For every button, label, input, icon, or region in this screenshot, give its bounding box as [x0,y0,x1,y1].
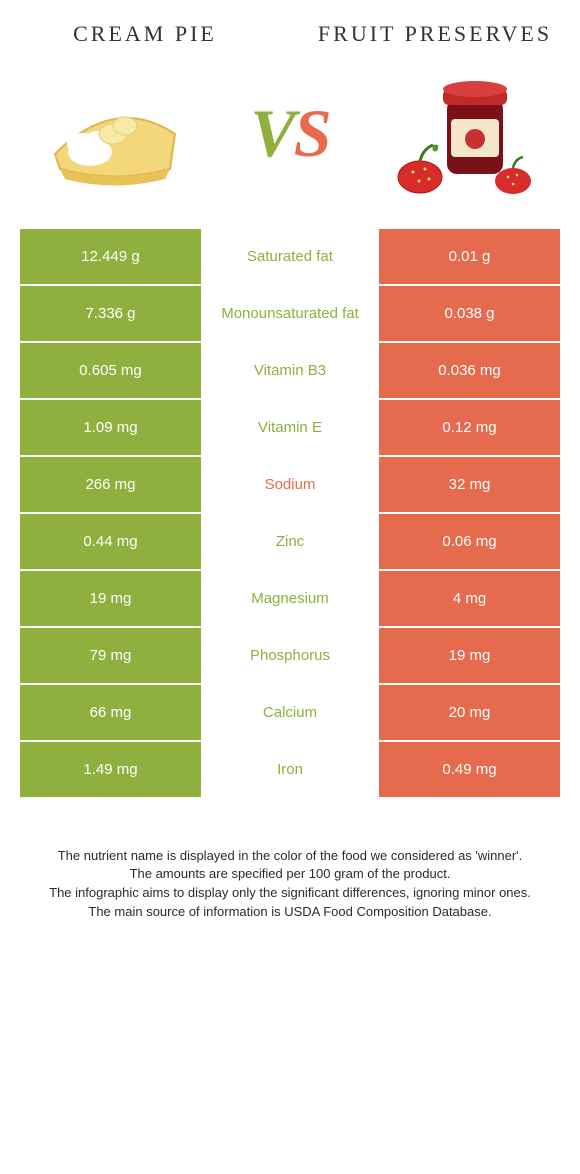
table-row: 1.09 mgVitamin E0.12 mg [20,400,560,455]
table-row: 0.44 mgZinc0.06 mg [20,514,560,569]
nutrient-label-cell: Zinc [201,514,379,569]
right-value-cell: 0.036 mg [379,343,560,398]
vs-v: V [250,95,293,171]
table-row: 266 mgSodium32 mg [20,457,560,512]
nutrient-comparison-table: 12.449 gSaturated fat0.01 g7.336 gMonoun… [20,229,560,797]
fruit-preserves-image [380,69,550,199]
cream-pie-image [30,69,200,199]
footnote-line: The nutrient name is displayed in the co… [40,847,540,866]
table-row: 19 mgMagnesium4 mg [20,571,560,626]
left-food-title: Cream pie [20,21,270,47]
left-value-cell: 266 mg [20,457,201,512]
vs-label: VS [250,94,329,173]
left-value-cell: 1.09 mg [20,400,201,455]
header-titles: Cream pie Fruit preserves [0,0,580,59]
nutrient-label-cell: Calcium [201,685,379,740]
right-value-cell: 0.038 g [379,286,560,341]
nutrient-label-cell: Sodium [201,457,379,512]
left-value-cell: 7.336 g [20,286,201,341]
right-value-cell: 0.01 g [379,229,560,284]
footnote-line: The main source of information is USDA F… [40,903,540,922]
vs-s: S [294,95,330,171]
left-value-cell: 0.44 mg [20,514,201,569]
nutrient-label-cell: Vitamin B3 [201,343,379,398]
nutrient-label-cell: Magnesium [201,571,379,626]
nutrient-label-cell: Iron [201,742,379,797]
left-value-cell: 19 mg [20,571,201,626]
right-value-cell: 32 mg [379,457,560,512]
right-value-cell: 4 mg [379,571,560,626]
table-row: 79 mgPhosphorus19 mg [20,628,560,683]
image-row: VS [0,59,580,229]
table-row: 12.449 gSaturated fat0.01 g [20,229,560,284]
left-value-cell: 12.449 g [20,229,201,284]
table-row: 0.605 mgVitamin B30.036 mg [20,343,560,398]
right-value-cell: 20 mg [379,685,560,740]
jam-jar-icon [385,69,545,199]
nutrient-label-cell: Phosphorus [201,628,379,683]
footnote-line: The amounts are specified per 100 gram o… [40,865,540,884]
table-row: 66 mgCalcium20 mg [20,685,560,740]
left-value-cell: 1.49 mg [20,742,201,797]
right-value-cell: 0.12 mg [379,400,560,455]
left-value-cell: 0.605 mg [20,343,201,398]
left-value-cell: 66 mg [20,685,201,740]
nutrient-label-cell: Vitamin E [201,400,379,455]
footnote-line: The infographic aims to display only the… [40,884,540,903]
table-row: 7.336 gMonounsaturated fat0.038 g [20,286,560,341]
left-value-cell: 79 mg [20,628,201,683]
right-value-cell: 0.49 mg [379,742,560,797]
footnotes: The nutrient name is displayed in the co… [40,847,540,922]
cream-pie-icon [35,74,195,194]
right-value-cell: 0.06 mg [379,514,560,569]
table-row: 1.49 mgIron0.49 mg [20,742,560,797]
nutrient-label-cell: Saturated fat [201,229,379,284]
right-value-cell: 19 mg [379,628,560,683]
nutrient-label-cell: Monounsaturated fat [201,286,379,341]
right-food-title: Fruit preserves [310,20,560,49]
